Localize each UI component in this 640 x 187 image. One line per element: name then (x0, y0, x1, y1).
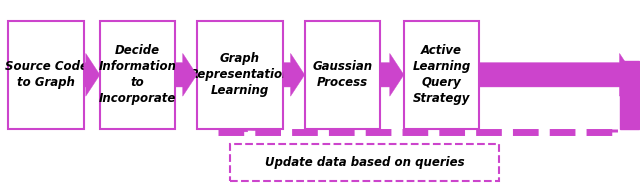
Polygon shape (479, 53, 634, 96)
FancyBboxPatch shape (404, 21, 479, 129)
Text: Update data based on queries: Update data based on queries (265, 156, 465, 169)
Text: Active
Learning
Query
Strategy: Active Learning Query Strategy (412, 44, 471, 105)
FancyBboxPatch shape (197, 21, 283, 129)
Text: Decide
Information
to
Incorporate: Decide Information to Incorporate (99, 44, 177, 105)
FancyBboxPatch shape (8, 21, 84, 129)
FancyBboxPatch shape (230, 144, 499, 181)
Text: Gaussian
Process: Gaussian Process (312, 60, 372, 89)
FancyBboxPatch shape (305, 21, 380, 129)
Polygon shape (175, 53, 197, 96)
Polygon shape (283, 53, 305, 96)
Bar (620, 61, 639, 129)
Polygon shape (84, 53, 100, 96)
Polygon shape (380, 53, 404, 96)
Text: Graph
Representation
Learning: Graph Representation Learning (189, 52, 291, 97)
FancyBboxPatch shape (100, 21, 175, 129)
Polygon shape (221, 129, 259, 132)
Text: Source Code
to Graph: Source Code to Graph (4, 60, 88, 89)
